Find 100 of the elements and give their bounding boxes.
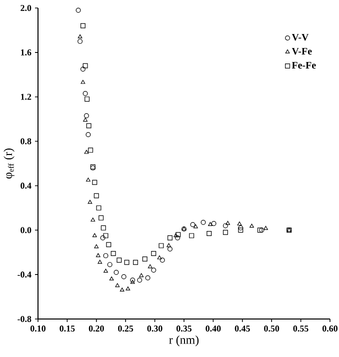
point (151, 268, 156, 273)
point (114, 270, 119, 275)
point (100, 235, 106, 240)
point (139, 273, 144, 278)
point (84, 113, 89, 118)
point (148, 264, 152, 268)
point (110, 250, 116, 256)
point (107, 262, 112, 268)
point (98, 215, 104, 220)
point (200, 220, 206, 225)
y-tick-label: 2.0 (20, 4, 32, 12)
point (238, 225, 244, 230)
point (211, 220, 216, 226)
point (120, 288, 124, 292)
point (237, 222, 242, 226)
point (126, 286, 130, 290)
point (92, 180, 98, 185)
point (167, 235, 172, 240)
legend-label: V-V (292, 34, 309, 41)
point (130, 278, 136, 283)
point (238, 228, 244, 233)
point (151, 250, 156, 256)
point (88, 148, 94, 153)
x-axis-title: r (nm) (169, 335, 199, 346)
point (84, 150, 89, 154)
point (190, 222, 196, 228)
point (94, 244, 99, 248)
point (106, 242, 112, 248)
point (193, 224, 198, 228)
point (142, 256, 148, 262)
x-tick-label: 0.55 (293, 326, 308, 332)
point (96, 205, 102, 210)
point (109, 276, 114, 280)
x-tick-label: 0.35 (176, 326, 192, 332)
x-tick-label: 0.10 (30, 326, 46, 332)
x-tick-label: 0.30 (147, 326, 162, 332)
point (175, 235, 180, 240)
point (80, 66, 86, 72)
point (82, 91, 88, 96)
point (83, 118, 88, 122)
y-tick-label: 0.4 (20, 182, 32, 189)
point (84, 96, 90, 102)
point (137, 278, 142, 283)
x-tick-label: 0.50 (264, 326, 280, 332)
legend-label: Fe-Fe (292, 62, 316, 69)
point (176, 232, 181, 238)
point (189, 233, 194, 238)
point (160, 258, 165, 263)
point (103, 233, 108, 238)
point (86, 132, 91, 138)
point (86, 123, 92, 128)
point (145, 275, 150, 280)
point (206, 230, 212, 236)
point (222, 230, 228, 235)
point (94, 193, 99, 198)
x-tick-label: 0.45 (234, 326, 250, 332)
point (104, 268, 108, 273)
point (259, 228, 264, 233)
y-tick-label: 1.2 (21, 94, 32, 100)
point (76, 8, 81, 13)
x-tick-label: 0.60 (322, 326, 338, 332)
point (130, 280, 135, 284)
point (115, 283, 120, 288)
point (82, 63, 88, 68)
point (124, 260, 130, 265)
point (121, 274, 126, 280)
y-tick-label: -0.4 (18, 272, 32, 278)
point (80, 23, 86, 28)
point (250, 224, 254, 228)
point (167, 246, 172, 252)
point (80, 80, 86, 84)
point (158, 243, 164, 248)
point (88, 200, 92, 204)
point (96, 253, 100, 258)
y-tick-label: -0.8 (18, 316, 32, 322)
point (103, 253, 108, 258)
point (208, 222, 212, 226)
x-tick-label: 0.40 (206, 326, 221, 332)
point (133, 260, 138, 265)
x-tick-label: 0.25 (118, 326, 134, 332)
y-tick-label: 0.0 (20, 227, 32, 234)
point (166, 243, 172, 248)
point (226, 220, 230, 225)
point (222, 223, 228, 228)
point (100, 225, 106, 230)
y-tick-label: 1.6 (21, 49, 32, 56)
point (98, 260, 102, 264)
point (157, 255, 162, 260)
y-tick-label: 0.8 (20, 138, 32, 144)
point (92, 233, 97, 238)
y-axis-title: φ$_{eff}$ (r) (4, 148, 14, 179)
point (174, 233, 178, 238)
x-tick-label: 0.20 (88, 326, 104, 332)
point (78, 34, 82, 38)
point (78, 38, 83, 44)
point (264, 226, 268, 230)
point (257, 228, 262, 233)
point (116, 258, 122, 263)
x-tick-label: 0.15 (60, 326, 75, 332)
legend-label: V-Fe (292, 48, 312, 55)
